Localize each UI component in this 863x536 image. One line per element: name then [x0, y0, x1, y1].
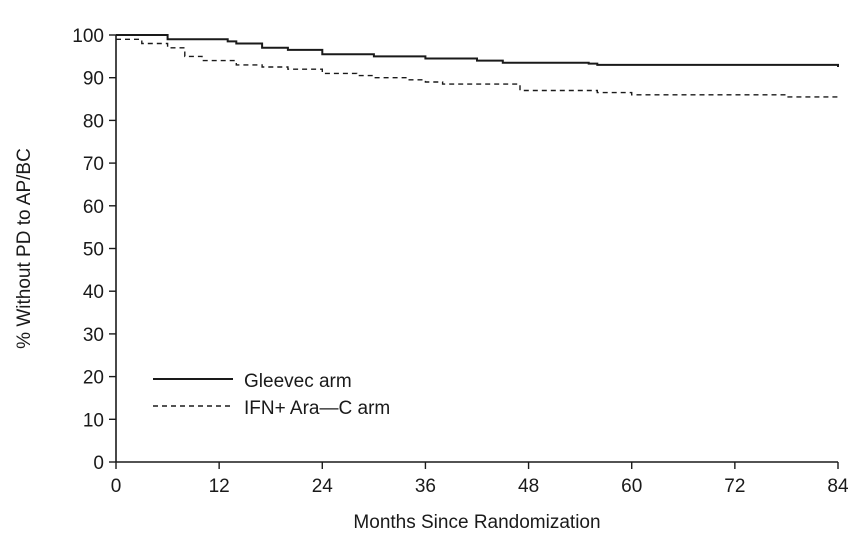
- y-tick-label: 40: [83, 282, 104, 303]
- y-tick-label: 30: [83, 325, 104, 346]
- y-tick-label: 100: [72, 26, 104, 47]
- series-line-gleevec: [116, 34, 839, 67]
- x-axis-title: Months Since Randomization: [353, 512, 600, 533]
- series-line-ifn-ara-c: [116, 38, 839, 100]
- series-layer: [116, 34, 839, 100]
- legend-label-0: Gleevec arm: [244, 371, 352, 392]
- y-tick-label: 0: [93, 453, 104, 474]
- y-axis-title: % Without PD to AP/BC: [14, 148, 35, 349]
- x-tick-label: 60: [621, 476, 642, 497]
- x-tick-label: 12: [209, 476, 230, 497]
- y-tick-label: 60: [83, 197, 104, 218]
- y-tick-label: 50: [83, 240, 104, 261]
- y-tick-label: 80: [83, 111, 104, 132]
- x-tick-label: 36: [415, 476, 436, 497]
- x-tick-label: 0: [111, 476, 122, 497]
- y-tick-label: 90: [83, 69, 104, 90]
- y-tick-label: 20: [83, 368, 104, 389]
- x-tick-label: 72: [724, 476, 745, 497]
- legend-label-1: IFN+ Ara—C arm: [244, 398, 390, 419]
- x-tick-label: 48: [518, 476, 539, 497]
- y-tick-label: 10: [83, 410, 104, 431]
- x-tick-label: 84: [827, 476, 849, 497]
- y-tick-label: 70: [83, 154, 104, 175]
- axes: 0 12 24 36 48 60 72 84 0 10 20 30 40 50 60 70 80 90 100: [72, 26, 849, 497]
- legend: Gleevec arm IFN+ Ara—C arm: [153, 371, 390, 419]
- x-tick-label: 24: [312, 476, 334, 497]
